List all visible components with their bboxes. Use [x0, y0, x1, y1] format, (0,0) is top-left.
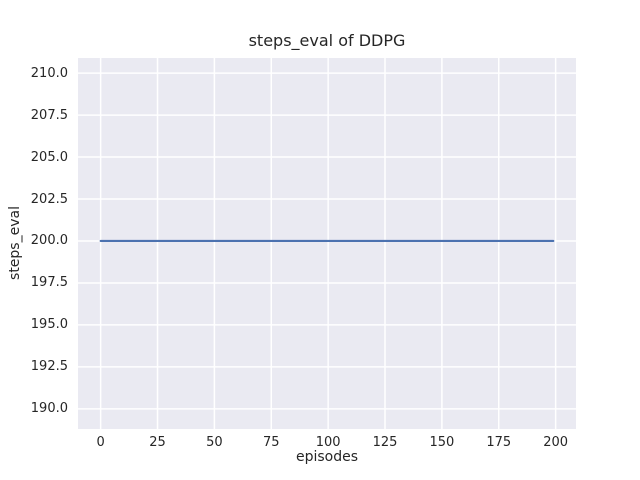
y-tick-label: 197.5	[30, 275, 68, 291]
x-tick-label: 100	[315, 435, 341, 450]
x-tick-label: 25	[149, 435, 166, 450]
y-tick-label: 207.5	[30, 107, 68, 123]
y-tick-label: 210.0	[30, 65, 68, 81]
x-tick-label: 0	[96, 435, 105, 450]
y-tick-label: 202.5	[30, 191, 68, 207]
y-tick-label: 190.0	[30, 401, 68, 417]
y-tick-label: 200.0	[30, 233, 68, 249]
x-tick-label: 50	[206, 435, 223, 450]
x-tick-label: 150	[429, 435, 455, 450]
y-tick-label: 195.0	[30, 317, 68, 333]
x-axis-label: episodes	[295, 449, 359, 465]
y-tick-label: 192.5	[30, 359, 68, 375]
y-tick-label: 205.0	[30, 149, 68, 165]
x-tick-label: 75	[262, 435, 280, 450]
x-tick-label: 200	[543, 435, 569, 450]
chart-title: steps_eval of DDPG	[248, 31, 406, 50]
x-tick-label: 175	[486, 435, 512, 450]
x-tick-label: 125	[372, 435, 398, 450]
plot-canvas	[78, 58, 576, 429]
plot-area	[78, 58, 576, 429]
